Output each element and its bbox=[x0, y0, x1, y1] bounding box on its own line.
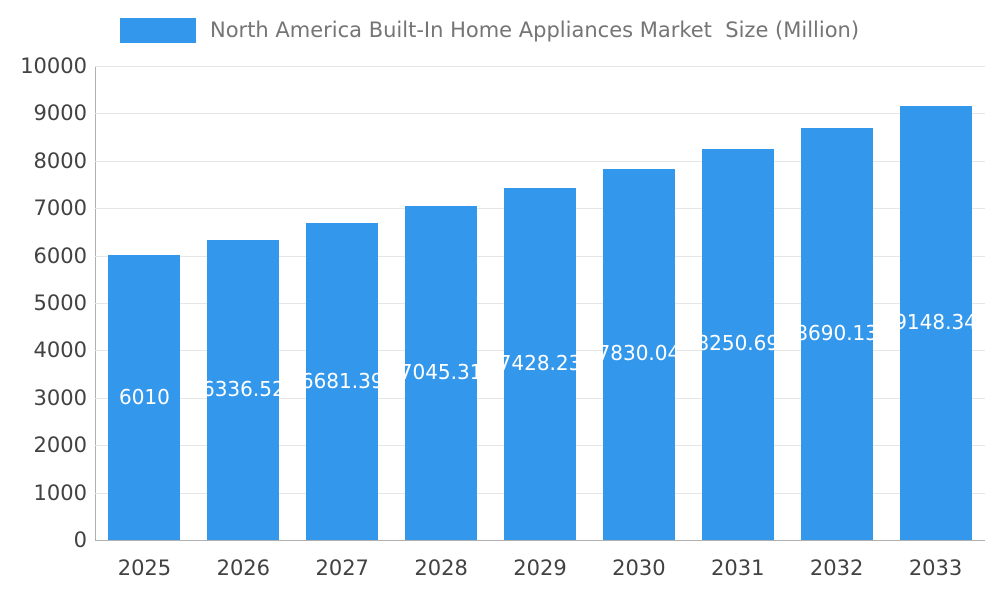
bar-value-label: 7045.31 bbox=[399, 360, 483, 385]
x-tick-label: 2031 bbox=[711, 556, 765, 580]
x-tick-label: 2028 bbox=[414, 556, 468, 580]
x-tick-label: 2026 bbox=[216, 556, 271, 580]
bar-2029 bbox=[504, 187, 576, 540]
bar-2030 bbox=[602, 168, 675, 540]
y-tick-label: 3000 bbox=[33, 385, 87, 410]
x-tick-label: 2025 bbox=[117, 556, 172, 580]
bar-value-label: 6010 bbox=[118, 384, 170, 409]
y-tick-label: 10000 bbox=[20, 54, 87, 78]
bar-value-label: 8250.69 bbox=[696, 331, 780, 356]
gridline bbox=[95, 113, 985, 115]
gridline bbox=[95, 66, 985, 67]
bar-value-label: 7830.04 bbox=[597, 341, 681, 366]
chart-title: North America Built-In Home Appliances M… bbox=[210, 18, 860, 42]
gridline bbox=[95, 160, 985, 162]
bar-value-label: 6681.39 bbox=[300, 368, 384, 393]
bar-value-label: 7428.23 bbox=[498, 350, 582, 375]
bar-2033 bbox=[899, 106, 972, 540]
y-tick-label: 4000 bbox=[33, 338, 87, 363]
y-tick-label: 9000 bbox=[33, 101, 87, 126]
y-tick-label: 7000 bbox=[33, 196, 87, 221]
bar-value-label: 8690.13 bbox=[795, 321, 879, 346]
y-tick-label: 5000 bbox=[33, 291, 87, 315]
legend-swatch bbox=[120, 17, 196, 43]
x-tick-label: 2032 bbox=[809, 556, 864, 580]
bar-2028 bbox=[405, 206, 478, 540]
x-tick-label: 2033 bbox=[908, 556, 963, 580]
bar-2032 bbox=[800, 128, 873, 540]
x-tick-label: 2027 bbox=[315, 556, 369, 580]
x-tick-label: 2029 bbox=[513, 556, 567, 580]
bar-value-label: 6336.52 bbox=[201, 376, 285, 401]
legend: North America Built-In Home Appliances M… bbox=[120, 16, 859, 44]
x-axis-line bbox=[95, 540, 985, 541]
bar-2027 bbox=[306, 223, 379, 540]
bar-2025 bbox=[108, 255, 181, 540]
y-tick-label: 8000 bbox=[33, 148, 87, 173]
bar-2031 bbox=[701, 148, 774, 540]
y-tick-label: 2000 bbox=[33, 433, 87, 458]
bar-value-label: 9148.34 bbox=[894, 310, 977, 335]
x-tick-label: 2030 bbox=[612, 556, 666, 580]
y-tick-label: 6000 bbox=[33, 243, 87, 268]
y-tick-label: 1000 bbox=[33, 480, 87, 505]
plot-area: 6010 6336.52 6681.39 7045.31 7428.23 7830.04 8… bbox=[95, 66, 985, 540]
bar-2026 bbox=[207, 239, 280, 540]
y-tick-label: 0 bbox=[73, 528, 87, 552]
